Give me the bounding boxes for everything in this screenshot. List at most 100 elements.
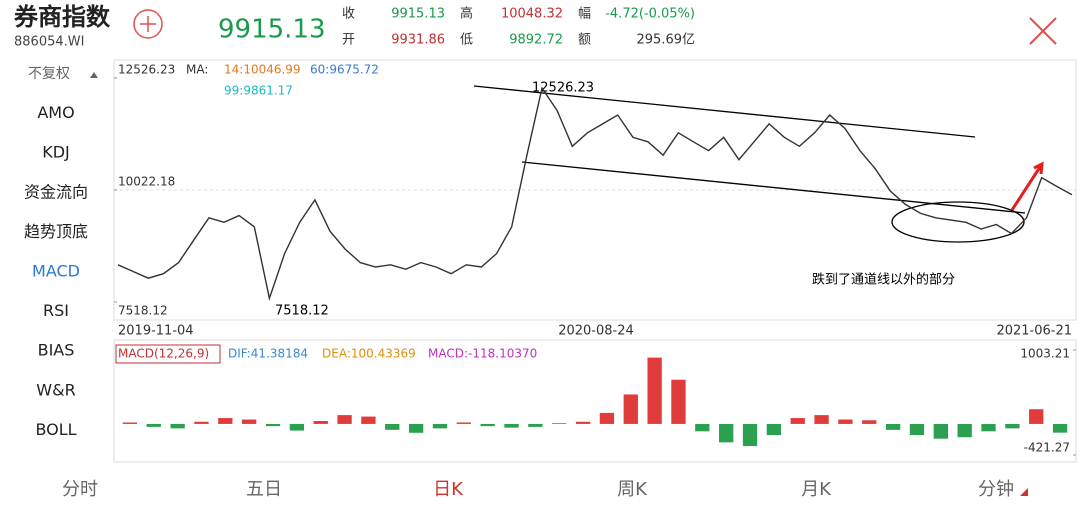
date-label: 2019-11-04 bbox=[118, 324, 194, 339]
ma-label: 99:9861.17 bbox=[224, 84, 293, 98]
channel-bottom bbox=[521, 161, 1026, 214]
macd-bar bbox=[814, 415, 829, 424]
macd-legend: MACD(12,26,9) bbox=[118, 347, 209, 361]
f: 额 bbox=[578, 33, 591, 48]
macd-bar bbox=[885, 423, 901, 430]
y-tick-label: 10022.18 bbox=[118, 175, 175, 189]
macd-bar bbox=[981, 423, 996, 432]
macd-bar bbox=[647, 357, 662, 424]
close-btn[interactable] bbox=[1029, 17, 1057, 45]
add-icon bbox=[140, 16, 156, 32]
macd-bar bbox=[194, 421, 209, 424]
tab-arrow bbox=[1020, 488, 1028, 496]
side-item[interactable]: BOLL bbox=[35, 420, 76, 439]
macd-bar bbox=[242, 419, 257, 424]
date-label: 2021-06-21 bbox=[996, 324, 1072, 339]
side-item[interactable]: 趋势顶底 bbox=[24, 222, 88, 241]
macd-bar bbox=[862, 420, 877, 424]
macd-bar bbox=[957, 423, 972, 438]
f: 幅 bbox=[578, 7, 591, 22]
macd-bar bbox=[122, 422, 138, 424]
price-line bbox=[117, 86, 1073, 301]
macd-legend: DEA:100.43369 bbox=[322, 347, 416, 361]
side-item[interactable]: BIAS bbox=[38, 341, 75, 360]
ma-label: 60:9675.72 bbox=[310, 63, 379, 77]
tab[interactable]: 日K bbox=[433, 479, 464, 500]
f: 低 bbox=[460, 33, 473, 48]
code: 886054.WI bbox=[14, 35, 84, 50]
macd-bar bbox=[766, 423, 782, 436]
macd-bar bbox=[671, 379, 686, 424]
annotation: 12526.23 bbox=[532, 81, 594, 96]
annotation: 7518.12 bbox=[275, 304, 329, 319]
macd-bar bbox=[623, 394, 638, 424]
macd-bar bbox=[337, 415, 352, 424]
side-item[interactable]: 不复权 bbox=[28, 65, 70, 82]
macd-bar bbox=[218, 418, 233, 424]
macd-bar bbox=[313, 420, 328, 424]
tab[interactable]: 月K bbox=[801, 479, 832, 500]
f: 9915.13 bbox=[391, 7, 445, 22]
side-item[interactable]: AMO bbox=[37, 103, 74, 122]
macd-bar bbox=[695, 423, 710, 432]
macd-bar bbox=[265, 423, 281, 427]
macd-bar bbox=[790, 418, 805, 424]
macd-bar bbox=[1005, 423, 1020, 429]
tab[interactable]: 分钟 bbox=[978, 479, 1014, 500]
f: 高 bbox=[460, 6, 473, 22]
tab[interactable]: 周K bbox=[617, 479, 648, 500]
ma-label: MA: bbox=[186, 63, 208, 77]
f: 9931.86 bbox=[391, 33, 445, 48]
macd-legend: DIF:41.38184 bbox=[228, 347, 308, 361]
macd-bar bbox=[385, 423, 400, 430]
macd-bar bbox=[838, 419, 853, 424]
macd-legend: MACD:-118.10370 bbox=[428, 347, 537, 361]
y-tick-label: 1003.21 bbox=[1020, 347, 1070, 361]
f: -4.72(-0.05%) bbox=[605, 7, 695, 22]
side-item[interactable]: MACD bbox=[32, 262, 80, 281]
f: 9892.72 bbox=[509, 33, 563, 48]
side-item[interactable]: KDJ bbox=[42, 143, 70, 162]
macd-bar bbox=[575, 421, 591, 424]
y-tick-label: 12526.23 bbox=[118, 63, 175, 77]
title: 券商指数 bbox=[14, 3, 111, 31]
macd-bar bbox=[480, 423, 495, 427]
y-tick-label: 7518.12 bbox=[118, 304, 168, 318]
macd-bar bbox=[456, 422, 471, 424]
annotation: 跌到了通道线以外的部分 bbox=[812, 272, 955, 288]
macd-bar bbox=[599, 412, 615, 424]
legend-box bbox=[115, 344, 221, 364]
price: 9915.13 bbox=[218, 15, 326, 45]
y-tick-label: -421.27 bbox=[1024, 441, 1070, 455]
side-item[interactable]: W&R bbox=[36, 380, 75, 399]
f: 10048.32 bbox=[501, 7, 563, 22]
f: 295.69亿 bbox=[637, 33, 696, 48]
ma-label: 14:10046.99 bbox=[224, 63, 301, 77]
side-item[interactable]: 资金流向 bbox=[24, 182, 88, 201]
f: 开 bbox=[342, 33, 355, 48]
side-item[interactable]: RSI bbox=[43, 301, 69, 320]
up-arrow bbox=[1010, 161, 1044, 211]
circle-mark bbox=[891, 201, 1025, 243]
tab[interactable]: 分时 bbox=[62, 479, 98, 500]
macd-bar bbox=[1052, 423, 1068, 433]
channel-top bbox=[473, 85, 976, 138]
macd-bar bbox=[742, 423, 758, 447]
macd-bar bbox=[408, 423, 424, 433]
macd-bar bbox=[361, 416, 376, 424]
tab[interactable]: 五日 bbox=[246, 479, 282, 500]
add-btn[interactable] bbox=[133, 9, 163, 39]
macd-bar bbox=[146, 423, 161, 427]
macd-bar bbox=[1029, 409, 1044, 424]
date-label: 2020-08-24 bbox=[558, 324, 634, 339]
macd-bar bbox=[528, 423, 543, 427]
f: 收 bbox=[342, 7, 355, 22]
macd-bar bbox=[933, 423, 948, 439]
macd-bar bbox=[170, 423, 185, 429]
macd-bar bbox=[552, 423, 567, 424]
macd-bar bbox=[289, 423, 305, 431]
dropdown bbox=[90, 72, 98, 78]
